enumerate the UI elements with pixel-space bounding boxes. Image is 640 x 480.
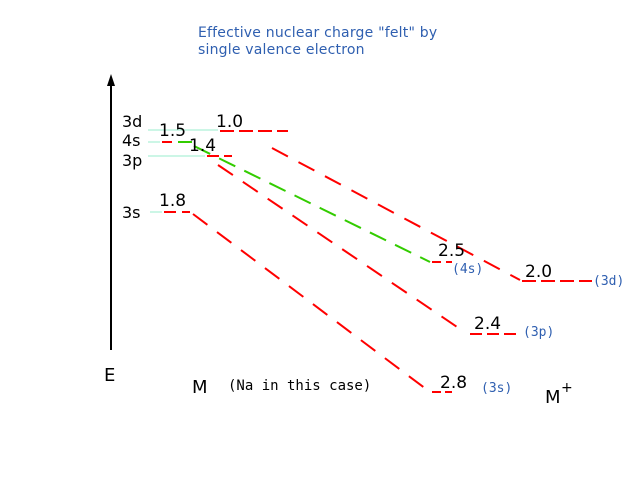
zeff-mplus-3s: 2.8 — [440, 373, 467, 393]
tag-mplus-4s: (4s) — [452, 262, 483, 277]
group-label-mplus: M — [545, 387, 561, 408]
level-label-3p: 3p — [122, 151, 142, 170]
connector-3p — [217, 164, 467, 334]
level-label-3d: 3d — [122, 112, 142, 131]
diagram-title-line2: single valence electron — [198, 42, 365, 58]
zeff-m-3p: 1.4 — [189, 136, 216, 156]
tag-mplus-3d: (3d) — [593, 274, 624, 289]
zeff-m-4s: 1.5 — [159, 121, 186, 141]
zeff-m-3d: 1.0 — [216, 112, 243, 132]
level-label-4s: 4s — [122, 131, 141, 150]
diagram-title-line1: Effective nuclear charge "felt" by — [198, 25, 438, 41]
zeff-mplus-3d: 2.0 — [525, 262, 552, 282]
connector-4s — [193, 145, 431, 263]
energy-axis-arrowhead — [107, 74, 115, 86]
group-note-m: (Na in this case) — [228, 378, 371, 394]
zeff-m-3s: 1.8 — [159, 191, 186, 211]
tag-mplus-3p: (3p) — [523, 325, 554, 340]
level-label-3s: 3s — [122, 203, 141, 222]
connector-3d — [271, 147, 521, 281]
group-label-mplus-superscript: + — [561, 380, 573, 396]
energy-axis-label: E — [104, 365, 115, 386]
zeff-mplus-4s: 2.5 — [438, 241, 465, 261]
connector-3s — [192, 213, 431, 393]
tag-mplus-3s: (3s) — [481, 381, 512, 396]
zeff-mplus-3p: 2.4 — [474, 314, 501, 334]
group-label-m: M — [192, 377, 208, 398]
